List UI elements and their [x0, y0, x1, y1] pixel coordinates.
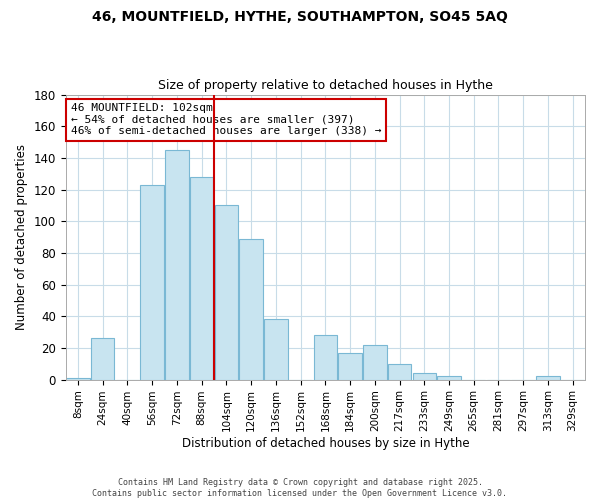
Bar	[363, 345, 386, 380]
Y-axis label: Number of detached properties: Number of detached properties	[15, 144, 28, 330]
Bar	[264, 320, 287, 380]
Bar	[314, 336, 337, 380]
Bar	[190, 177, 214, 380]
Text: 46 MOUNTFIELD: 102sqm
← 54% of detached houses are smaller (397)
46% of semi-det: 46 MOUNTFIELD: 102sqm ← 54% of detached …	[71, 103, 382, 136]
Text: Contains HM Land Registry data © Crown copyright and database right 2025.
Contai: Contains HM Land Registry data © Crown c…	[92, 478, 508, 498]
Bar	[215, 206, 238, 380]
X-axis label: Distribution of detached houses by size in Hythe: Distribution of detached houses by size …	[182, 437, 469, 450]
Bar	[239, 238, 263, 380]
Bar	[338, 352, 362, 380]
Title: Size of property relative to detached houses in Hythe: Size of property relative to detached ho…	[158, 79, 493, 92]
Bar	[437, 376, 461, 380]
Bar	[413, 374, 436, 380]
Text: 46, MOUNTFIELD, HYTHE, SOUTHAMPTON, SO45 5AQ: 46, MOUNTFIELD, HYTHE, SOUTHAMPTON, SO45…	[92, 10, 508, 24]
Bar	[536, 376, 560, 380]
Bar	[388, 364, 411, 380]
Bar	[91, 338, 115, 380]
Bar	[140, 185, 164, 380]
Bar	[66, 378, 90, 380]
Bar	[165, 150, 188, 380]
